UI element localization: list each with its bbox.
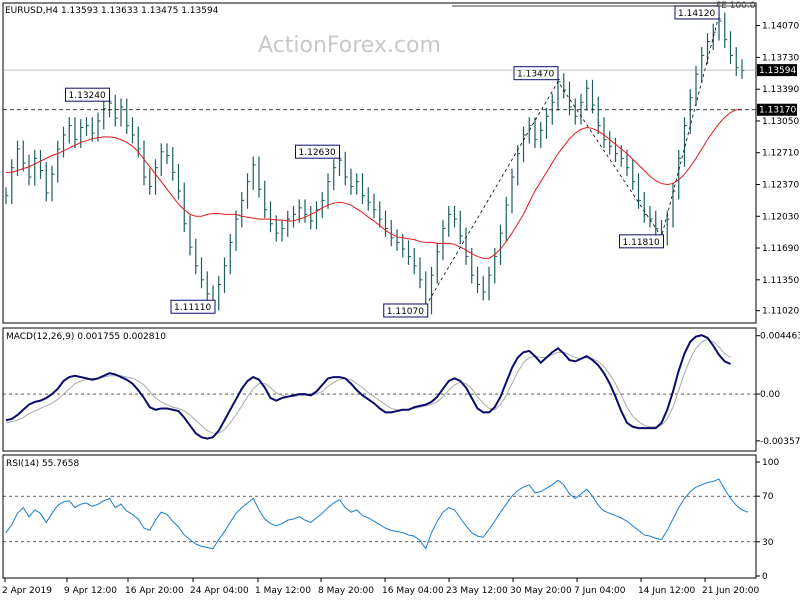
rsi-y-tick-label: 70 [762,492,774,502]
price-y-tick-label: 1.12370 [762,180,799,190]
price-series [5,12,745,315]
price-annotation-label: 1.14120 [678,9,715,19]
x-tick-label: 7 Jun 04:00 [574,586,626,596]
x-tick-label: 14 Jun 12:00 [638,586,695,596]
macd-y-tick-label: -0.003576 [760,437,800,447]
price-annotation-label: 1.11110 [174,303,211,313]
price-annotation-box [619,234,664,249]
price-annotation-label: 1.12630 [299,148,336,158]
price-pane: EURUSD,H4 1.13593 1.13633 1.13475 1.1359… [2,1,799,324]
price-y-tick-label: 1.14070 [762,22,799,32]
x-tick-label: 9 Apr 12:00 [64,586,117,596]
macd-y-tick-label: 0.00 [760,390,780,400]
rsi-pane-border [2,454,757,579]
support-level-tag [757,103,797,116]
rsi-y-tick-label: 30 [762,538,774,548]
macd-signal-line [5,338,731,434]
x-axis: 2 Apr 2019 9 Apr 12:00 16 Apr 20:00 24 Apr … [2,578,759,596]
current-price-label: 1.13594 [759,66,796,76]
x-tick-label: 24 Apr 04:00 [190,586,249,596]
symbol-line: EURUSD,H4 1.13593 1.13633 1.13475 1.1359… [5,6,219,16]
rsi-series [3,478,756,550]
rsi-y-tick-label: 100 [762,458,779,468]
rsi-y-axis: 100 70 30 0 [756,458,779,582]
ema-line [6,109,742,259]
support-level-label: 1.13170 [759,106,796,116]
rsi-pane: RSI(14) 55.7658 100 70 30 0 [2,454,779,582]
x-tick-label: 16 May 04:00 [382,586,444,596]
macd-pane: MACD(12,26,9) 0.001755 0.002810 0.004463… [2,327,800,452]
x-tick-label: 1 May 12:00 [255,586,311,596]
price-y-tick-label: 1.13050 [762,117,799,127]
macd-y-tick-label: 0.004463 [760,332,800,342]
price-annotation-box [65,87,110,102]
price-y-tick-label: 1.11690 [762,244,799,254]
rsi-y-tick-label: 0 [762,572,768,582]
x-tick-label: 30 May 20:00 [510,586,572,596]
macd-series [3,334,756,440]
watermark: ActionForex.com [258,33,441,58]
macd-title: MACD(12,26,9) 0.001755 0.002810 [6,332,166,342]
rsi-line [5,478,748,550]
price-annotation-box [295,144,340,159]
price-y-tick-label: 1.11020 [762,307,799,317]
x-tick-label: 21 Jun 20:00 [702,586,759,596]
current-price-tag [757,64,797,77]
price-y-tick-label: 1.12710 [762,149,799,159]
macd-line [5,334,731,440]
macd-y-axis: 0.004463 0.00 -0.003576 [756,332,800,447]
price-annotation-box [170,299,216,314]
x-tick-label: 23 May 12:00 [446,586,508,596]
price-y-axis: 1.14070 1.13730 1.13390 1.13050 1.12710 1.123… [756,22,799,317]
price-levels: 1.13170 1.13594 [3,5,797,116]
x-tick-label: 16 Apr 20:00 [125,586,184,596]
price-annotation-label: 1.11810 [623,238,660,248]
price-annotation-label: 1.11070 [387,307,424,317]
price-y-tick-label: 1.13390 [762,85,799,95]
rsi-title: RSI(14) 55.7658 [6,459,79,469]
price-pane-border [2,2,757,324]
x-tick-label: 8 May 20:00 [318,586,374,596]
price-y-tick-label: 1.12030 [762,212,799,222]
x-tick-label: 2 Apr 2019 [2,586,52,596]
price-annotation-label: 1.13470 [517,70,554,80]
price-y-tick-label: 1.13730 [762,53,799,63]
price-annotation-label: 1.13240 [69,91,106,101]
macd-pane-border [2,327,757,452]
price-annotation-box [383,303,429,318]
price-y-tick-label: 1.11350 [762,276,799,286]
